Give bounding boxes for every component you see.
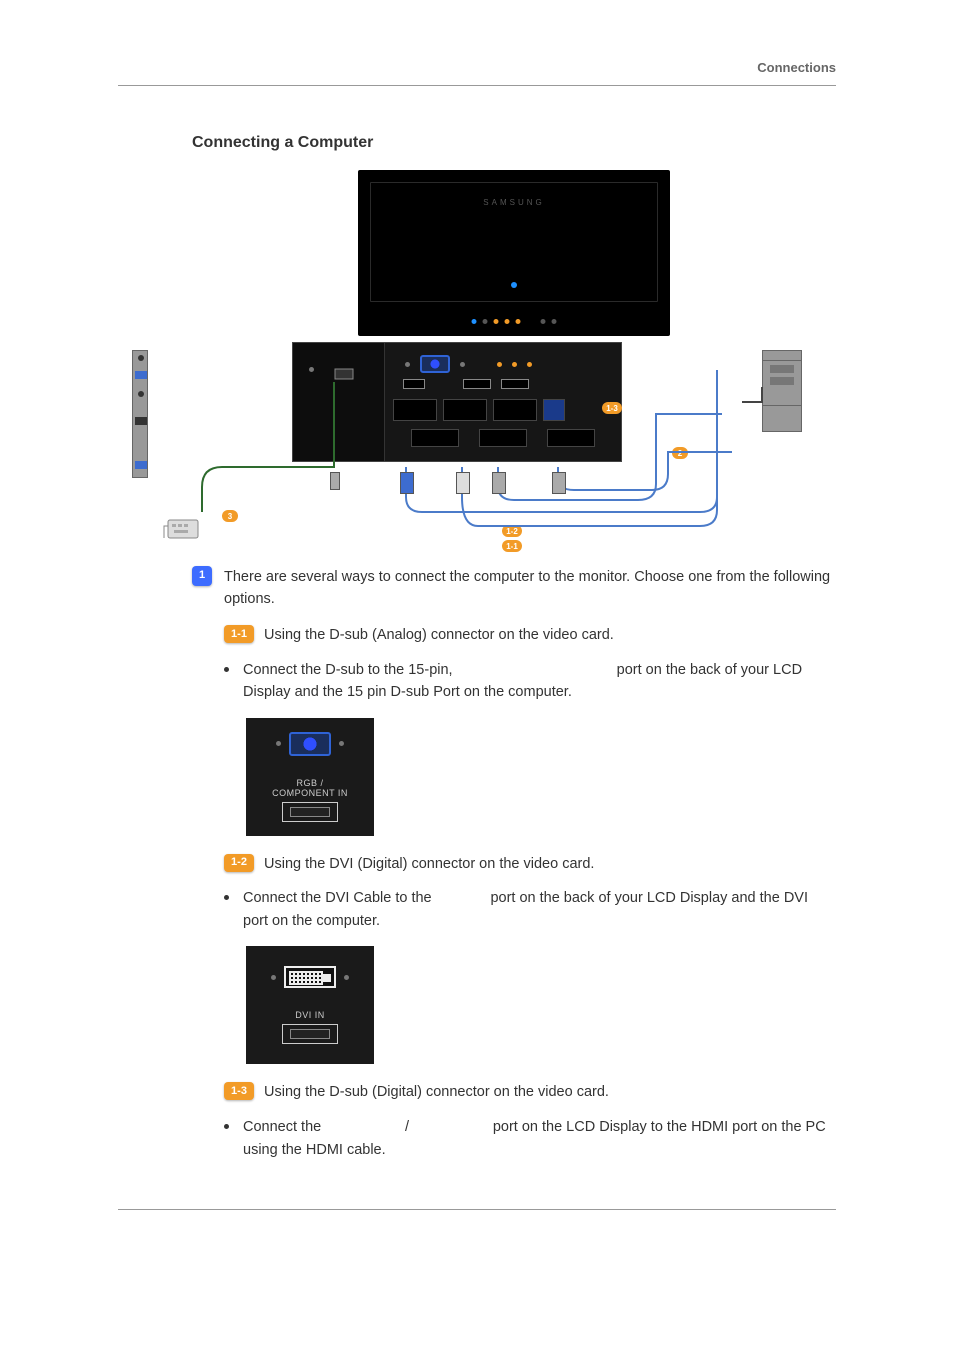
b1-pre: Connect the D-sub to the 15-pin, [243, 662, 457, 678]
pc-tower [762, 350, 802, 432]
b3-pre: Connect the [243, 1119, 325, 1135]
section-title: Connecting a Computer [192, 134, 836, 152]
list-dot [224, 667, 229, 672]
power-icon [331, 361, 357, 387]
list-dot [224, 1124, 229, 1129]
rear-panel [292, 342, 622, 462]
vga-connector [400, 472, 414, 494]
bullet-1-3: 1-3 [224, 1082, 254, 1100]
rgb-port-label: RGB / COMPONENT IN [272, 778, 348, 798]
bullet-1-2-text: Connect the DVI Cable to the [DVI IN] po… [243, 887, 836, 932]
diagram-tag-1-2: 1-2 [502, 525, 522, 537]
list-dot [224, 895, 229, 900]
diagram-tag-3: 3 [222, 510, 238, 522]
b3-slash: / [401, 1119, 413, 1135]
monitor-front: SAMSUNG [358, 170, 670, 336]
power-connector [330, 472, 340, 490]
dvi-port-image: DVI IN [246, 946, 374, 1064]
pc-expansion-slots [132, 350, 148, 478]
rgb-slot [282, 802, 338, 822]
dvi-slot [282, 1024, 338, 1044]
diagram-tag-1-3: 1-3 [602, 402, 622, 414]
content: Connecting a Computer SAMSUNG [192, 134, 836, 1161]
intro-text: There are several ways to connect the co… [224, 566, 836, 611]
rgb-port-image: RGB / COMPONENT IN [246, 718, 374, 836]
vga-port-large [289, 732, 331, 756]
hdmi-connector [492, 472, 506, 494]
b2-pre: Connect the DVI Cable to the [243, 890, 436, 906]
bullet-1-2: 1-2 [224, 854, 254, 872]
keyboard-icon [162, 518, 212, 542]
bullet-1-1: 1-1 [224, 625, 254, 643]
connection-diagram: SAMSUNG [192, 170, 836, 542]
hr-top [118, 85, 836, 86]
intro-paragraph: 1 There are several ways to connect the … [192, 566, 836, 611]
brand-text: SAMSUNG [358, 198, 670, 207]
text-1-3: Using the D-sub (Digital) connector on t… [264, 1082, 609, 1104]
dvi-port-label: DVI IN [295, 1010, 325, 1020]
dvi-port-large [284, 966, 336, 988]
audio-connector [552, 472, 566, 494]
section-1-1: 1-1 Using the D-sub (Analog) connector o… [224, 625, 836, 1161]
text-1-2: Using the DVI (Digital) connector on the… [264, 854, 594, 876]
text-1-1: Using the D-sub (Analog) connector on th… [264, 625, 614, 647]
diagram-tag-1-1: 1-1 [502, 540, 522, 552]
document-page: Connections Connecting a Computer SAMSUN… [0, 0, 954, 1350]
hr-bottom [118, 1209, 836, 1210]
vga-port-icon [420, 355, 450, 373]
bullet-1-3-text: Connect the [HDMI IN 1] / [HDMI IN 2] po… [243, 1116, 836, 1161]
bullet-1-1-text: Connect the D-sub to the 15-pin, [RGB/CO… [243, 659, 836, 704]
monitor-rear-panel: 1-3 2 1-2 1-1 3 [162, 342, 802, 542]
bullet-1: 1 [192, 566, 212, 586]
header-title: Connections [757, 60, 836, 75]
dvi-connector [456, 472, 470, 494]
header: Connections [118, 60, 836, 75]
diagram-tag-2: 2 [672, 447, 688, 459]
